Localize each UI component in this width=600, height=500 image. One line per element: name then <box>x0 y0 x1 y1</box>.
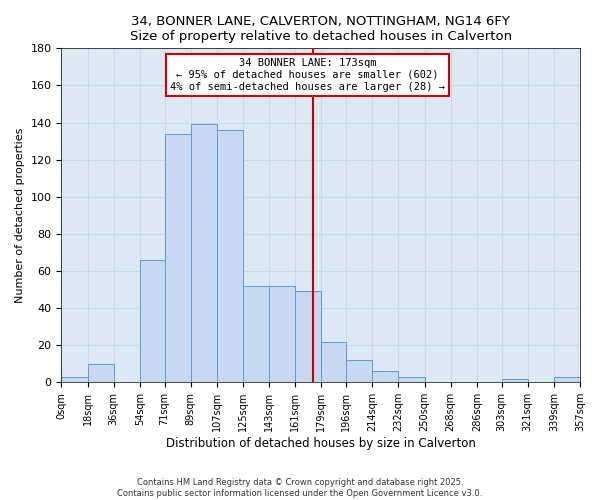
Bar <box>88 364 113 382</box>
Bar <box>243 286 269 382</box>
Bar <box>164 134 191 382</box>
Bar <box>502 378 528 382</box>
Bar <box>217 130 243 382</box>
Bar <box>346 360 372 382</box>
Bar <box>191 124 217 382</box>
Bar <box>269 286 295 382</box>
Bar <box>140 260 164 382</box>
X-axis label: Distribution of detached houses by size in Calverton: Distribution of detached houses by size … <box>166 437 476 450</box>
Bar <box>61 377 88 382</box>
Text: 34 BONNER LANE: 173sqm
← 95% of detached houses are smaller (602)
4% of semi-det: 34 BONNER LANE: 173sqm ← 95% of detached… <box>170 58 445 92</box>
Title: 34, BONNER LANE, CALVERTON, NOTTINGHAM, NG14 6FY
Size of property relative to de: 34, BONNER LANE, CALVERTON, NOTTINGHAM, … <box>130 15 512 43</box>
Bar <box>322 342 346 382</box>
Bar <box>398 377 425 382</box>
Y-axis label: Number of detached properties: Number of detached properties <box>15 128 25 303</box>
Text: Contains HM Land Registry data © Crown copyright and database right 2025.
Contai: Contains HM Land Registry data © Crown c… <box>118 478 482 498</box>
Bar <box>372 371 398 382</box>
Bar <box>554 377 580 382</box>
Bar <box>295 292 322 382</box>
